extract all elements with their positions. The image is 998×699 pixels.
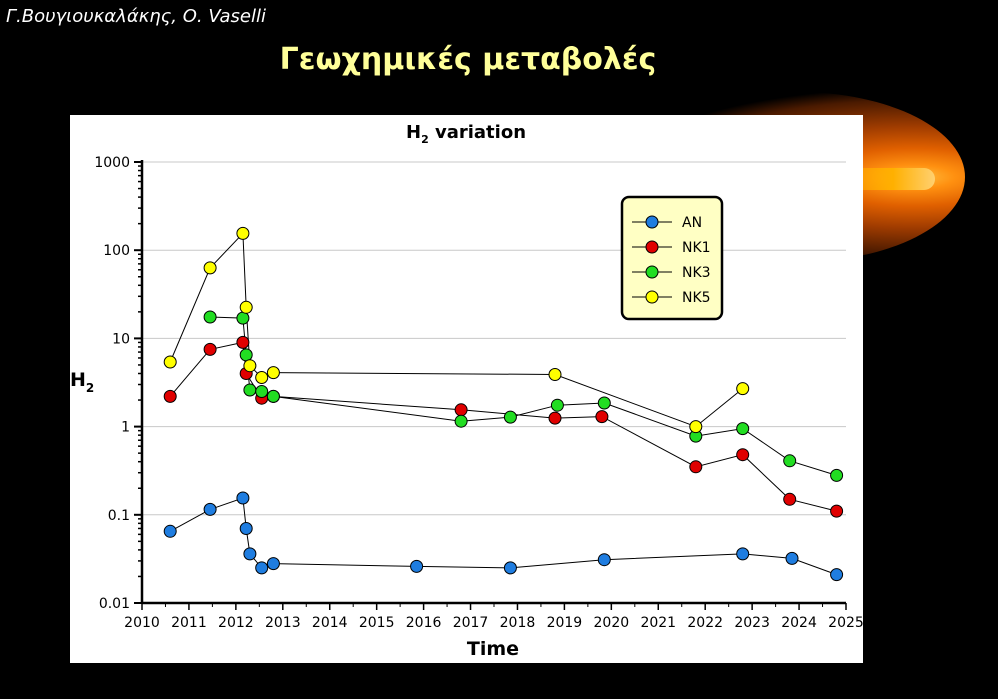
data-point-nk1 [783,492,797,506]
y-tick-label: 1 [121,420,130,436]
legend-label-nk1: NK1 [682,240,711,256]
data-point-nk3 [255,385,269,398]
y-axis-label: H2 [70,369,94,395]
data-point-nk5 [239,300,253,314]
data-point-nk1 [736,448,750,462]
data-point-nk1 [163,389,177,403]
data-point-an [163,524,177,538]
y-tick-label: 10 [112,331,130,347]
data-point-nk3 [597,396,611,410]
data-point-nk3 [243,383,257,397]
data-point-nk1 [689,460,703,474]
data-point-nk5 [548,368,562,381]
data-point-nk1 [830,504,844,518]
data-point-an [243,547,257,561]
data-point-nk1 [236,335,250,349]
data-point-nk3 [236,311,250,325]
data-point-an [736,547,750,561]
y-axis-label-main: H [70,369,86,391]
chart-title-main: H [406,122,421,143]
authors-text: Γ.Βουγιουκαλάκης, Ο. Vaselli [6,6,266,27]
x-tick-label: 2015 [359,615,395,631]
data-point-nk3 [203,310,217,324]
x-tick-label: 2021 [640,615,676,631]
series-line-nk5 [169,232,744,428]
data-point-nk1 [595,410,609,424]
x-tick-label: 2013 [265,615,301,631]
data-point-an [255,561,269,575]
data-point-nk3 [830,468,844,482]
chart-title-subscript: 2 [421,133,429,146]
x-tick-label: 2011 [171,615,207,631]
legend: AN NK1 NK3 NK5 [620,195,724,321]
data-point-nk5 [266,366,280,380]
legend-marker-nk1 [645,240,659,254]
legend-label-nk3: NK3 [682,265,711,281]
data-point-nk3 [239,348,253,362]
data-point-nk5 [203,261,217,275]
chart-title-suffix: variation [429,122,526,143]
grid-lines [142,161,846,516]
chart-title: H2 variation [406,122,526,146]
data-point-an [503,561,517,575]
data-point-an [266,557,280,571]
data-point-nk1 [454,403,468,417]
y-tick-label: 0.1 [108,508,130,524]
data-point-nk5 [236,226,250,240]
data-point-nk1 [548,411,562,425]
x-tick-label: 2022 [687,615,723,631]
data-point-nk3 [783,454,797,468]
axes: 0.01 0.1 1 10 100 1000 2010 2011 2012 2013 2014 201… [94,155,863,631]
x-tick-label: 2016 [406,615,442,631]
x-tick-label: 2024 [781,615,817,631]
x-tick-label: 2014 [312,615,348,631]
data-point-nk5 [243,359,257,373]
data-point-an [236,491,250,505]
legend-label-an: AN [682,215,702,231]
x-tick-label: 2019 [547,615,583,631]
y-tick-label: 1000 [94,155,130,171]
chart-panel: 0.01 0.1 1 10 100 1000 2010 2011 2012 2013 2014 201… [70,115,863,663]
legend-marker-an [645,215,659,229]
data-point-nk5 [255,371,269,384]
x-axis-label: Time [467,638,519,660]
series-layer [163,226,844,582]
legend-label-nk5: NK5 [682,290,711,306]
data-point-an [239,522,253,535]
x-tick-label: 2020 [594,615,630,631]
legend-marker-nk3 [645,265,659,279]
legend-box [620,195,724,321]
data-point-an [597,553,611,567]
data-point-nk3 [550,398,564,412]
y-tick-label: 100 [103,243,130,259]
legend-marker-nk5 [645,290,659,304]
data-point-nk3 [454,414,468,428]
data-point-an [785,551,799,565]
data-point-nk5 [689,420,703,434]
y-tick-label: 0.01 [99,596,130,612]
x-tick-label: 2018 [500,615,536,631]
data-point-nk3 [736,422,750,436]
data-point-nk3 [503,410,517,424]
x-tick-label: 2010 [124,615,160,631]
x-tick-label: 2012 [218,615,254,631]
data-point-nk3 [266,389,280,403]
data-point-nk5 [163,355,177,369]
data-point-nk5 [736,382,750,396]
data-point-an [830,568,844,582]
x-tick-label: 2023 [734,615,770,631]
h2-chart: 0.01 0.1 1 10 100 1000 2010 2011 2012 2013 2014 201… [70,122,863,660]
slide-title: Γεωχημικές μεταβολές [279,42,657,77]
y-axis-label-subscript: 2 [86,381,94,395]
data-point-an [410,559,424,573]
data-point-an [203,502,217,516]
x-tick-label: 2017 [453,615,489,631]
data-point-nk1 [203,342,217,356]
x-tick-label: 2025 [828,615,863,631]
